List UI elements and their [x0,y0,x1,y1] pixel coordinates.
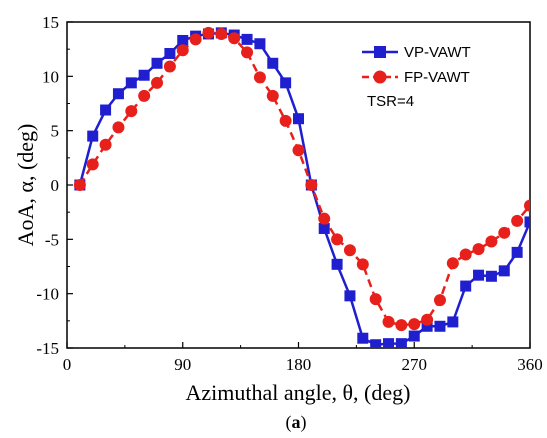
y-tick-label: 15 [42,13,59,32]
y-axis-title: AoA, α, (deg) [13,124,38,247]
data-point-vp-vawt [318,222,330,234]
data-point-fp-vawt [356,258,369,271]
caption-open: ( [286,412,292,433]
x-tick-label: 0 [63,355,72,374]
data-point-vp-vawt [254,38,266,50]
data-point-fp-vawt [99,138,112,151]
data-point-fp-vawt [421,313,434,326]
data-point-fp-vawt [86,158,99,171]
data-point-vp-vawt [125,77,137,89]
data-point-fp-vawt [524,199,530,212]
y-tick-label: 0 [51,176,60,195]
data-point-vp-vawt [241,33,253,45]
data-point-fp-vawt [215,27,228,40]
data-point-vp-vawt [344,290,356,302]
data-point-fp-vawt [395,319,408,332]
data-point-fp-vawt [511,214,524,227]
legend-marker-fp [373,70,387,84]
legend-label-fp: FP-VAWT [404,69,470,86]
data-point-vp-vawt [370,339,382,348]
series-layer [73,26,530,348]
legend-entry-fp: FP-VAWT [362,69,470,86]
caption-letter: a [292,412,301,432]
data-point-fp-vawt [189,33,202,46]
legend: VP-VAWT FP-VAWT [362,44,471,86]
x-axis: 0 90 180 270 360 [63,342,543,374]
data-point-vp-vawt [511,246,523,258]
y-tick-label: -15 [36,339,59,358]
legend-entry-vp: VP-VAWT [362,44,471,61]
data-point-fp-vawt [125,105,138,118]
x-tick-label: 180 [286,355,312,374]
data-point-fp-vawt [279,114,292,127]
data-point-fp-vawt [112,121,125,134]
data-point-vp-vawt [460,280,472,292]
x-tick-label: 360 [517,355,543,374]
data-point-fp-vawt [228,32,241,45]
y-tick-label: -5 [45,230,59,249]
legend-label-vp: VP-VAWT [404,44,471,61]
data-point-vp-vawt [87,130,99,142]
data-point-fp-vawt [266,89,279,102]
data-point-vp-vawt [293,113,304,125]
data-point-vp-vawt [473,269,485,281]
data-point-vp-vawt [151,57,163,69]
y-axis: -15 -10 -5 0 5 10 15 [36,13,73,358]
data-point-vp-vawt [383,338,395,348]
data-point-fp-vawt [408,318,421,331]
data-point-vp-vawt [267,57,279,69]
caption-close: ) [301,412,307,433]
data-point-fp-vawt [446,257,459,270]
data-point-vp-vawt [138,69,150,81]
x-axis-title: Azimuthal angle, θ, (deg) [186,380,411,405]
data-point-fp-vawt [202,26,215,39]
data-point-fp-vawt [433,294,446,307]
data-point-vp-vawt [100,104,112,116]
data-point-fp-vawt [305,179,318,191]
legend-marker-vp [374,46,386,58]
data-point-fp-vawt [151,76,164,89]
data-point-vp-vawt [421,320,433,332]
y-tick-label: 5 [51,122,60,141]
data-point-vp-vawt [112,88,124,100]
tsr-annotation: TSR=4 [367,93,414,110]
y-tick-label: -10 [36,285,59,304]
x-tick-label: 90 [174,355,191,374]
data-point-fp-vawt [138,89,151,102]
data-point-fp-vawt [472,243,485,256]
data-point-fp-vawt [382,315,395,328]
data-point-fp-vawt [318,212,331,225]
data-point-vp-vawt [280,77,292,89]
data-point-fp-vawt [459,248,472,261]
data-point-vp-vawt [485,270,497,282]
data-point-vp-vawt [395,338,407,348]
data-point-fp-vawt [253,71,266,84]
data-point-fp-vawt [163,60,176,73]
data-point-fp-vawt [176,44,189,57]
data-point-vp-vawt [331,258,343,270]
y-tick-label: 10 [42,67,59,86]
data-point-vp-vawt [498,265,510,277]
data-point-vp-vawt [177,34,189,46]
data-point-fp-vawt [343,244,356,257]
figure-caption: (a) [286,412,307,433]
data-point-fp-vawt [369,293,382,306]
data-point-fp-vawt [485,235,498,248]
data-point-vp-vawt [447,316,459,328]
data-point-fp-vawt [292,144,305,157]
data-point-fp-vawt [73,179,86,191]
data-point-vp-vawt [434,320,446,332]
data-point-fp-vawt [498,226,511,239]
data-point-fp-vawt [331,233,344,246]
data-point-vp-vawt [524,216,530,228]
data-point-fp-vawt [241,46,254,59]
data-point-vp-vawt [357,332,369,344]
x-tick-label: 270 [402,355,428,374]
data-point-vp-vawt [408,330,420,342]
data-point-vp-vawt [164,48,176,60]
